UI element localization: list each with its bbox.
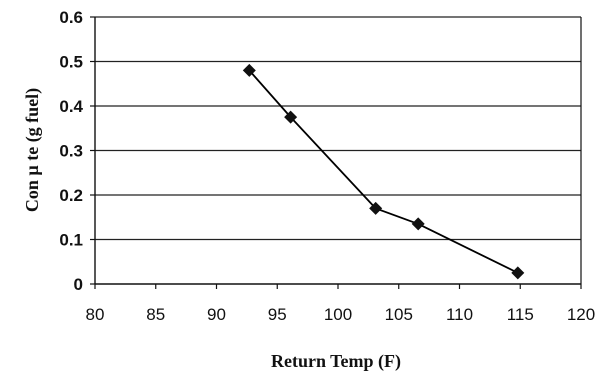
y-tick-label: 0: [74, 275, 83, 294]
x-axis-title: Return Temp (F): [271, 351, 401, 372]
y-tick-label: 0.2: [59, 186, 83, 205]
x-tick-label: 105: [385, 305, 413, 324]
data-point-marker: [411, 217, 425, 231]
y-tick-label: 0.5: [59, 53, 83, 72]
data-series: [242, 63, 525, 280]
data-point-marker: [369, 201, 383, 215]
x-tick-label: 120: [567, 305, 595, 324]
x-tick-label: 90: [207, 305, 226, 324]
data-point-marker: [511, 266, 525, 280]
x-tick-labels: 80 85 90 95 100 105 110 115 120: [86, 305, 596, 324]
x-tick-label: 80: [86, 305, 105, 324]
y-tick-label: 0.6: [59, 8, 83, 27]
x-tick-label: 100: [324, 305, 352, 324]
x-tick-label: 85: [146, 305, 165, 324]
data-point-marker: [284, 110, 298, 124]
y-tick-label: 0.4: [59, 97, 83, 116]
y-tick-label: 0.3: [59, 142, 83, 161]
grid-lines: [95, 16, 581, 241]
x-tick-label: 115: [507, 305, 534, 324]
series-line: [248, 69, 519, 274]
y-tick-label: 0.1: [59, 231, 83, 250]
y-tick-labels: 0 0.1 0.2 0.3 0.4 0.5 0.6: [59, 8, 83, 294]
axes: [90, 16, 582, 289]
data-point-marker: [242, 63, 256, 77]
y-axis-title: Con µ te (g fuel): [22, 88, 43, 212]
x-tick-label: 95: [268, 305, 287, 324]
x-tick-label: 110: [446, 305, 473, 324]
